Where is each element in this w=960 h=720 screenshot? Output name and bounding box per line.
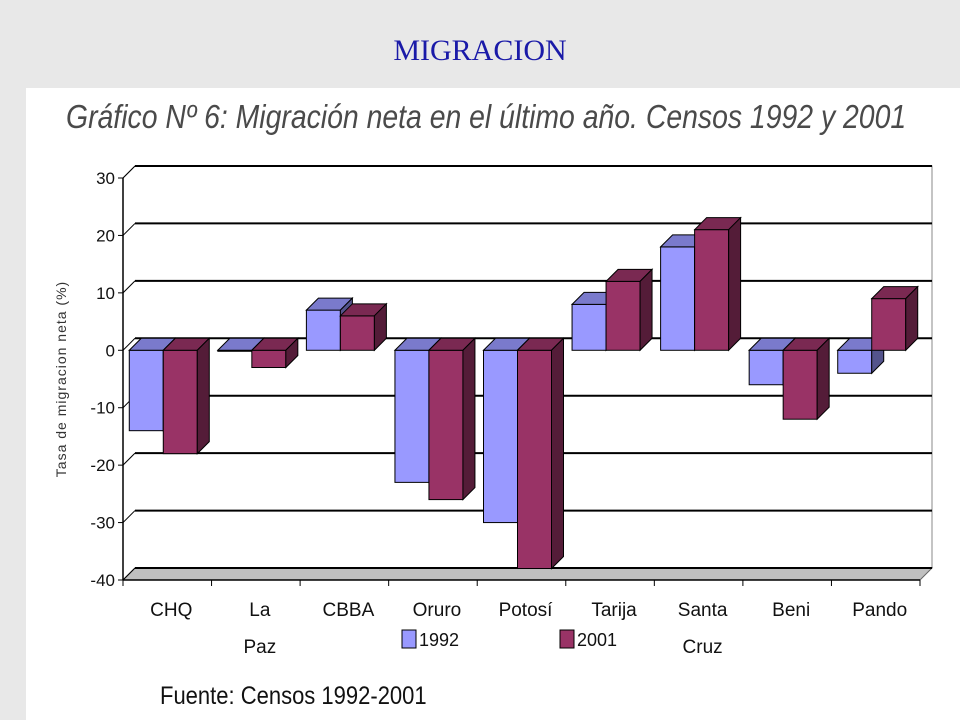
gridline-side	[122, 165, 136, 179]
gridline-side	[122, 567, 136, 581]
y-tick-label: 10	[96, 284, 115, 303]
x-tick-label: Pando	[852, 600, 907, 621]
gridline-side	[122, 280, 136, 294]
bar-2001-front	[428, 349, 464, 501]
legend-swatch-2001	[559, 629, 575, 649]
bar-2001-side	[816, 337, 830, 421]
y-tick-label: -10	[90, 399, 115, 418]
legend-label-2001: 2001	[577, 630, 617, 650]
x-tick-label: CHQ	[150, 600, 192, 621]
y-tick-label: 30	[96, 169, 115, 188]
bar-2001-side	[551, 337, 564, 570]
bar-1992-front	[748, 349, 784, 386]
bar-2001-front	[694, 229, 730, 351]
y-tick-label: 0	[106, 341, 115, 360]
bar-1992-front	[837, 349, 873, 374]
y-tick-label: 20	[96, 226, 115, 245]
gridline-side	[122, 337, 136, 351]
x-tick-label: Oruro	[413, 600, 462, 621]
plot-floor	[121, 567, 934, 581]
gridline-side	[122, 452, 136, 466]
y-tick-label: -40	[90, 571, 115, 590]
x-tick-label: Cruz	[683, 637, 723, 658]
legend-label-1992: 1992	[419, 630, 459, 650]
bar-1992-front	[305, 309, 341, 351]
y-tick-label: -30	[90, 514, 115, 533]
bar-2001-side	[285, 337, 299, 369]
x-tick-label: CBBA	[323, 600, 375, 621]
y-tick-label: -20	[90, 456, 115, 475]
bar-2001-side	[462, 337, 476, 501]
x-tick-label: La	[249, 600, 271, 621]
bar-2001-side	[196, 337, 210, 455]
bar-1992-front	[128, 349, 164, 432]
bar-2001-front	[162, 349, 198, 455]
bar-2001-side	[373, 302, 387, 352]
bar-2001-front	[605, 280, 641, 351]
x-tick-label: Santa	[678, 600, 728, 621]
bar-2001-side	[639, 268, 653, 352]
bar-2001-front	[871, 298, 907, 351]
bar-2001-side	[728, 216, 742, 352]
gridline-side	[122, 510, 136, 523]
x-tick-label: Tarija	[591, 600, 637, 621]
bar-1992-front	[660, 246, 696, 351]
x-tick-label: Paz	[243, 637, 276, 658]
slide-title: MIGRACION	[393, 34, 567, 67]
bar-1992-front	[394, 349, 430, 483]
bar-2001-front	[251, 349, 287, 369]
source-note: Fuente: Censos 1992-2001	[160, 682, 427, 710]
x-tick-label: Beni	[772, 600, 810, 621]
gridline-side	[122, 223, 136, 236]
bar-2001-front	[517, 349, 552, 570]
bar-1992-front	[483, 349, 518, 524]
chart-title: Gráfico Nº 6: Migración neta en el últim…	[66, 98, 907, 135]
bar-2001-front	[782, 349, 818, 420]
legend-swatch-1992	[401, 629, 417, 649]
bar-1992-front	[571, 303, 607, 351]
bar-2001-side	[905, 285, 919, 352]
bar-2001-front	[339, 315, 375, 351]
y-axis-label: Tasa de migracion neta (%)	[53, 281, 69, 477]
x-tick-label: Potosí	[499, 600, 554, 621]
